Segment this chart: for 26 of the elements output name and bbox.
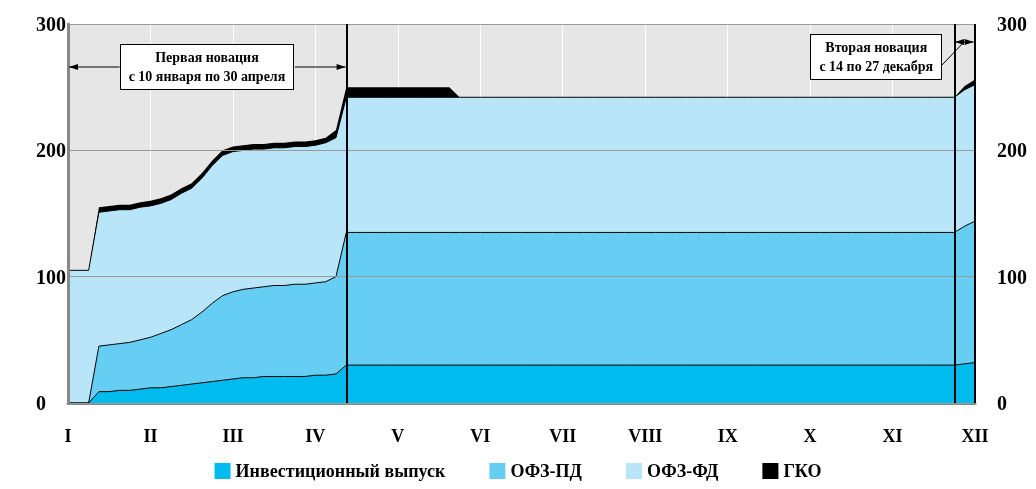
text-box: Вторая новация с 14 по 27 декабря (810, 34, 943, 80)
y2-tick-label: 0 (997, 392, 1007, 414)
x-tick-label: VI (470, 426, 491, 446)
text-box: Первая новация с 10 января по 30 апреля (119, 44, 295, 90)
x-tick-label: IV (305, 426, 326, 446)
x-tick-label: X (803, 426, 817, 446)
x-tick-label: I (64, 426, 72, 446)
y-tick-label: 200 (36, 139, 66, 162)
legend-label: ГКО (783, 461, 822, 481)
y2-tick-label: 300 (997, 13, 1027, 35)
y-tick-label: 0 (36, 392, 46, 414)
x-tick-label: VIII (628, 426, 663, 446)
x-tick-label: IX (717, 426, 738, 446)
x-tick-label: VII (549, 426, 577, 446)
y-tick-label: 100 (36, 265, 66, 288)
legend-label: ОФЗ-ПД (510, 461, 583, 481)
x-tick-label: V (391, 426, 405, 446)
y2-tick-label: 200 (997, 139, 1027, 162)
x-tick-label: III (222, 426, 244, 446)
y2-tick-label: 100 (997, 265, 1027, 288)
x-tick-label: II (143, 426, 158, 446)
legend-label: Инвестиционный выпуск (235, 461, 447, 481)
legend-label: ОФЗ-ФД (646, 461, 720, 481)
x-tick-label: XI (882, 426, 903, 446)
y-tick-label: 300 (36, 13, 66, 35)
x-tick-label: XII (961, 426, 989, 446)
